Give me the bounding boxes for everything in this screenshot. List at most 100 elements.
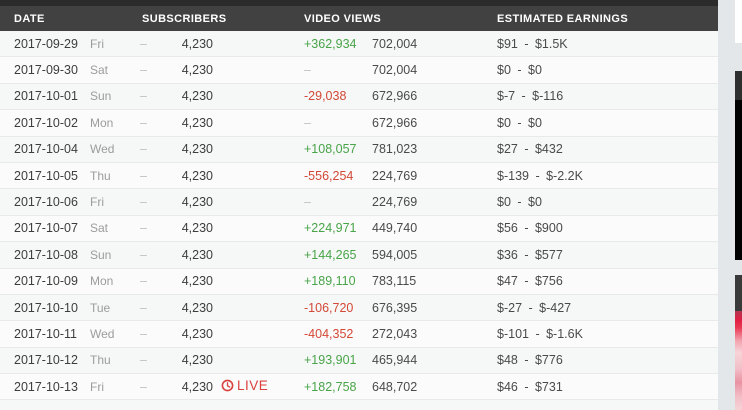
- table-row: 2017-09-29 Fri – 4,230 +362,934 702,004 …: [0, 31, 718, 58]
- video-views-total-cell: 781,023: [372, 142, 418, 157]
- weekday-cell: Thu: [90, 353, 111, 368]
- video-views-change-cell: +189,110: [304, 274, 356, 289]
- weekday-cell: Sun: [90, 89, 112, 104]
- column-header-date: DATE: [14, 12, 45, 25]
- video-views-change-cell: +144,265: [304, 247, 357, 262]
- video-views-total-cell: 224,769: [372, 168, 418, 183]
- video-views-change-cell: -106,720: [304, 300, 354, 315]
- column-header-video-views: VIDEO VIEWS: [304, 12, 382, 25]
- subscriber-count-cell: 4,230: [181, 379, 213, 394]
- weekday-cell: Fri: [90, 195, 104, 210]
- video-views-total-cell: 672,966: [372, 115, 418, 130]
- video-views-change-cell: –: [304, 195, 311, 210]
- partial-next-row: [0, 400, 718, 410]
- video-views-change-cell: -404,352: [304, 326, 354, 341]
- video-views-total-cell: 449,740: [372, 221, 418, 236]
- video-views-total-cell: 465,944: [372, 353, 418, 368]
- estimated-earnings-cell: $-7 - $-116: [497, 89, 564, 104]
- table-body: 2017-09-29 Fri – 4,230 +362,934 702,004 …: [0, 31, 718, 401]
- daily-stats-table: DATE SUBSCRIBERS VIDEO VIEWS ESTIMATED E…: [0, 0, 718, 410]
- video-views-change-cell: –: [304, 63, 311, 78]
- video-views-total-cell: 672,966: [372, 89, 418, 104]
- video-views-change-cell: +193,901: [304, 353, 357, 368]
- date-cell: 2017-10-06: [14, 195, 78, 210]
- video-views-total-cell: 648,702: [372, 379, 418, 394]
- subscriber-count-cell: 4,230: [181, 353, 213, 368]
- estimated-earnings-cell: $48 - $776: [497, 353, 563, 368]
- subscriber-change-cell: –: [140, 168, 147, 183]
- clock-icon: [221, 379, 234, 392]
- weekday-cell: Tue: [90, 300, 111, 315]
- estimated-earnings-cell: $0 - $0: [497, 63, 542, 78]
- date-cell: 2017-10-01: [14, 89, 78, 104]
- video-views-change-cell: +182,758: [304, 379, 357, 394]
- video-views-change-cell: -29,038: [304, 89, 347, 104]
- table-row: 2017-10-02 Mon – 4,230 – 672,966 $0 - $0: [0, 110, 718, 137]
- estimated-earnings-cell: $-101 - $-1.6K: [497, 326, 583, 341]
- subscriber-count-cell: 4,230: [181, 247, 213, 262]
- subscriber-change-cell: –: [140, 195, 147, 210]
- video-views-total-cell: 702,004: [372, 36, 418, 51]
- weekday-cell: Fri: [90, 379, 104, 394]
- weekday-cell: Mon: [90, 274, 114, 289]
- cropped-thumbnail-sliver: [735, 311, 742, 410]
- weekday-cell: Mon: [90, 115, 114, 130]
- date-cell: 2017-10-05: [14, 168, 78, 183]
- date-cell: 2017-10-02: [14, 115, 78, 130]
- subscriber-change-cell: –: [140, 63, 147, 78]
- table-row: 2017-10-06 Fri – 4,230 – 224,769 $0 - $0: [0, 189, 718, 216]
- subscriber-change-cell: –: [140, 221, 147, 236]
- table-row: 2017-10-10 Tue – 4,230 -106,720 676,395 …: [0, 294, 718, 322]
- subscriber-change-cell: –: [140, 247, 147, 262]
- table-row: 2017-10-13 Fri – 4,230 LIVE +182,758 648…: [0, 374, 718, 401]
- date-cell: 2017-09-30: [14, 63, 78, 78]
- subscriber-change-cell: –: [140, 326, 147, 341]
- subscriber-change-cell: –: [140, 89, 147, 104]
- weekday-cell: Sun: [90, 247, 112, 262]
- cropped-block-black: [735, 100, 742, 260]
- estimated-earnings-cell: $0 - $0: [497, 195, 542, 210]
- subscriber-count-cell: 4,230: [181, 36, 213, 51]
- date-cell: 2017-10-11: [14, 326, 78, 341]
- subscriber-count-cell: 4,230: [181, 63, 213, 78]
- subscriber-count-cell: 4,230: [181, 168, 213, 183]
- table-row: 2017-10-08 Sun – 4,230 +144,265 594,005 …: [0, 242, 718, 269]
- video-views-total-cell: 676,395: [372, 300, 418, 315]
- live-badge[interactable]: LIVE: [221, 378, 268, 393]
- estimated-earnings-cell: $27 - $432: [497, 142, 563, 157]
- cropped-right-content: [735, 0, 742, 410]
- video-views-total-cell: 224,769: [372, 195, 418, 210]
- subscriber-change-cell: –: [140, 353, 147, 368]
- estimated-earnings-cell: $91 - $1.5K: [497, 36, 568, 51]
- cropped-block-white: [735, 0, 742, 43]
- video-views-change-cell: +224,971: [304, 221, 357, 236]
- subscriber-count-cell: 4,230: [181, 221, 213, 236]
- subscriber-count-cell: 4,230: [181, 326, 213, 341]
- cropped-block-dark-2: [735, 275, 742, 311]
- weekday-cell: Thu: [90, 168, 111, 183]
- page-gutter: [718, 0, 735, 410]
- estimated-earnings-cell: $46 - $731: [497, 379, 563, 394]
- table-row: 2017-10-01 Sun – 4,230 -29,038 672,966 $…: [0, 83, 718, 111]
- table-row: 2017-10-12 Thu – 4,230 +193,901 465,944 …: [0, 347, 718, 375]
- table-row: 2017-09-30 Sat – 4,230 – 702,004 $0 - $0: [0, 57, 718, 84]
- cropped-block-gap: [735, 43, 742, 71]
- table-header-row: DATE SUBSCRIBERS VIDEO VIEWS ESTIMATED E…: [0, 6, 718, 31]
- cropped-block-dark: [735, 71, 742, 100]
- subscriber-count-cell: 4,230: [181, 195, 213, 210]
- subscriber-count-cell: 4,230: [181, 274, 213, 289]
- live-indicator-cell: LIVE: [213, 378, 304, 395]
- estimated-earnings-cell: $-27 - $-427: [497, 300, 572, 315]
- weekday-cell: Sat: [90, 63, 109, 78]
- video-views-total-cell: 272,043: [372, 326, 418, 341]
- table-row: 2017-10-05 Thu – 4,230 -556,254 224,769 …: [0, 162, 718, 190]
- date-cell: 2017-10-07: [14, 221, 78, 236]
- video-views-change-cell: +108,057: [304, 142, 357, 157]
- video-views-change-cell: -556,254: [304, 168, 354, 183]
- weekday-cell: Fri: [90, 36, 104, 51]
- date-cell: 2017-09-29: [14, 36, 78, 51]
- table-row: 2017-10-04 Wed – 4,230 +108,057 781,023 …: [0, 136, 718, 163]
- subscriber-change-cell: –: [140, 142, 147, 157]
- table-row: 2017-10-11 Wed – 4,230 -404,352 272,043 …: [0, 321, 718, 348]
